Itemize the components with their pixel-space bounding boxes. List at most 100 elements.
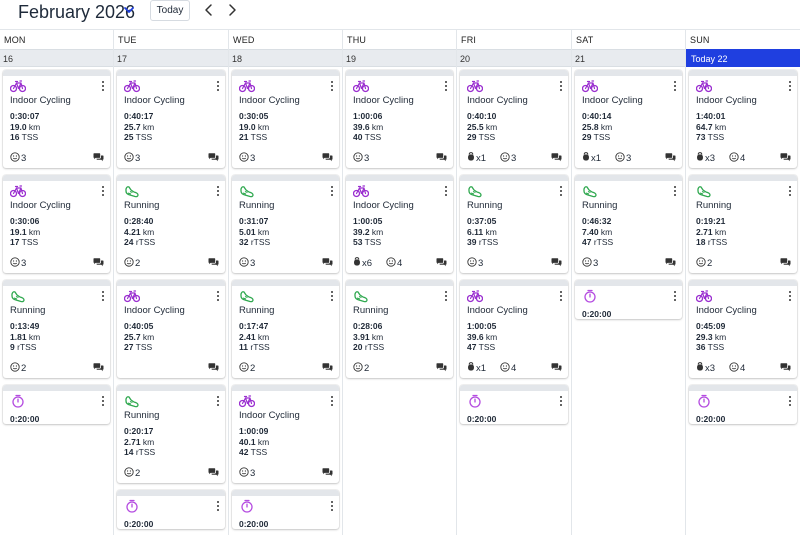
kebab-menu-icon[interactable] — [216, 81, 220, 91]
workout-title[interactable]: Indoor Cycling — [696, 95, 757, 106]
workout-title[interactable]: Running — [582, 200, 618, 211]
workout-title[interactable]: Running — [124, 410, 160, 421]
feel-rating[interactable]: 2 — [353, 361, 369, 374]
timer-card[interactable]: 0:20:00 — [3, 385, 110, 424]
kebab-menu-icon[interactable] — [559, 396, 563, 406]
kebab-menu-icon[interactable] — [673, 291, 677, 301]
feel-rating[interactable]: 2 — [124, 256, 140, 269]
kebab-menu-icon[interactable] — [216, 501, 220, 511]
workout-title[interactable]: Indoor Cycling — [124, 305, 185, 316]
workout-title[interactable]: Running — [124, 200, 160, 211]
workout-title[interactable]: Indoor Cycling — [582, 95, 643, 106]
feel-rating[interactable]: 4 — [500, 361, 516, 374]
workout-card[interactable]: Indoor Cycling 0:45:09 29.3 km 36 TSS x3 4 — [689, 280, 797, 378]
kebab-menu-icon[interactable] — [101, 396, 105, 406]
kebab-menu-icon[interactable] — [330, 81, 334, 91]
kebab-menu-icon[interactable] — [788, 291, 792, 301]
workout-title[interactable]: Running — [239, 305, 275, 316]
feel-rating[interactable]: 2 — [10, 361, 26, 374]
kebab-menu-icon[interactable] — [330, 501, 334, 511]
workout-card[interactable]: Indoor Cycling 1:00:05 39.6 km 47 TSS x1 4 — [460, 280, 568, 378]
kebab-menu-icon[interactable] — [559, 291, 563, 301]
feel-rating[interactable]: 2 — [124, 466, 140, 479]
workout-title[interactable]: Indoor Cycling — [467, 305, 528, 316]
workout-card[interactable]: Indoor Cycling 0:30:05 19.0 km 21 TSS 3 — [232, 70, 339, 168]
workout-card[interactable]: Indoor Cycling 1:00:05 39.2 km 53 TSS x6 4 — [346, 175, 453, 273]
kebab-menu-icon[interactable] — [216, 186, 220, 196]
today-date-bar[interactable]: Today 22 — [686, 49, 800, 67]
workout-title[interactable]: Indoor Cycling — [239, 95, 300, 106]
workout-title[interactable]: Running — [467, 200, 503, 211]
workout-title[interactable]: Indoor Cycling — [239, 410, 300, 421]
feel-rating[interactable]: 3 — [582, 256, 598, 269]
workout-card[interactable]: Running 0:13:49 1.81 km 9 rTSS 2 — [3, 280, 110, 378]
feel-rating[interactable]: 4 — [729, 361, 745, 374]
kebab-menu-icon[interactable] — [559, 186, 563, 196]
workout-title[interactable]: Running — [696, 200, 732, 211]
feel-rating[interactable]: 3 — [353, 151, 369, 164]
kebab-menu-icon[interactable] — [216, 291, 220, 301]
kebab-menu-icon[interactable] — [330, 291, 334, 301]
timer-card[interactable]: 0:20:00 — [689, 385, 797, 424]
workout-title[interactable]: Running — [239, 200, 275, 211]
workout-title[interactable]: Indoor Cycling — [10, 95, 71, 106]
timer-card[interactable]: 0:20:00 — [117, 490, 225, 529]
timer-card[interactable]: 0:20:00 — [232, 490, 339, 529]
month-title[interactable]: February 2026 — [18, 2, 136, 22]
today-button[interactable]: Today — [150, 0, 190, 21]
timer-card[interactable]: 0:20:00 — [575, 280, 682, 319]
workout-card[interactable]: Running 0:28:40 4.21 km 24 rTSS 2 — [117, 175, 225, 273]
workout-card[interactable]: Indoor Cycling 0:30:07 19.0 km 16 TSS 3 — [3, 70, 110, 168]
workout-card[interactable]: Indoor Cycling 1:00:06 39.6 km 40 TSS 3 — [346, 70, 453, 168]
feel-rating[interactable]: 2 — [239, 361, 255, 374]
date-bar[interactable]: 17 — [114, 49, 228, 67]
workout-card[interactable]: Indoor Cycling 1:40:01 64.7 km 73 TSS x3 4 — [689, 70, 797, 168]
feel-rating[interactable]: 3 — [124, 151, 140, 164]
workout-title[interactable]: Indoor Cycling — [353, 95, 414, 106]
workout-card[interactable]: Running 0:31:07 5.01 km 32 rTSS 3 — [232, 175, 339, 273]
feel-rating[interactable]: 4 — [386, 256, 402, 269]
date-bar[interactable]: 21 — [572, 49, 685, 67]
workout-title[interactable]: Indoor Cycling — [467, 95, 528, 106]
feel-rating[interactable]: 3 — [10, 151, 26, 164]
date-bar[interactable]: 20 — [457, 49, 571, 67]
kebab-menu-icon[interactable] — [101, 81, 105, 91]
kebab-menu-icon[interactable] — [673, 81, 677, 91]
kebab-menu-icon[interactable] — [330, 396, 334, 406]
workout-title[interactable]: Indoor Cycling — [696, 305, 757, 316]
kebab-menu-icon[interactable] — [444, 81, 448, 91]
workout-card[interactable]: Indoor Cycling 0:40:10 25.5 km 29 TSS x1 3 — [460, 70, 568, 168]
kebab-menu-icon[interactable] — [444, 186, 448, 196]
kebab-menu-icon[interactable] — [788, 396, 792, 406]
kebab-menu-icon[interactable] — [101, 291, 105, 301]
kebab-menu-icon[interactable] — [444, 291, 448, 301]
workout-card[interactable]: Indoor Cycling 1:00:09 40.1 km 42 TSS 3 — [232, 385, 339, 483]
chevron-left-icon[interactable] — [202, 3, 216, 17]
kebab-menu-icon[interactable] — [330, 186, 334, 196]
workout-card[interactable]: Indoor Cycling 0:40:05 25.7 km 27 TSS — [117, 280, 225, 378]
kebab-menu-icon[interactable] — [559, 81, 563, 91]
workout-card[interactable]: Running 0:37:05 6.11 km 39 rTSS 3 — [460, 175, 568, 273]
feel-rating[interactable]: 3 — [239, 256, 255, 269]
date-bar[interactable]: 16 — [0, 49, 113, 67]
feel-rating[interactable]: 4 — [729, 151, 745, 164]
workout-card[interactable]: Running 0:20:17 2.71 km 14 rTSS 2 — [117, 385, 225, 483]
kebab-menu-icon[interactable] — [673, 186, 677, 196]
feel-rating[interactable]: 3 — [239, 466, 255, 479]
feel-rating[interactable]: 3 — [10, 256, 26, 269]
kebab-menu-icon[interactable] — [216, 396, 220, 406]
feel-rating[interactable]: 3 — [500, 151, 516, 164]
kebab-menu-icon[interactable] — [788, 186, 792, 196]
kebab-menu-icon[interactable] — [101, 186, 105, 196]
kebab-menu-icon[interactable] — [788, 81, 792, 91]
feel-rating[interactable]: 3 — [615, 151, 631, 164]
date-bar[interactable]: 18 — [229, 49, 342, 67]
workout-title[interactable]: Indoor Cycling — [124, 95, 185, 106]
workout-title[interactable]: Indoor Cycling — [10, 200, 71, 211]
workout-card[interactable]: Indoor Cycling 0:40:17 25.7 km 25 TSS 3 — [117, 70, 225, 168]
workout-title[interactable]: Indoor Cycling — [353, 200, 414, 211]
workout-card[interactable]: Indoor Cycling 0:30:06 19.1 km 17 TSS 3 — [3, 175, 110, 273]
chevron-down-icon[interactable] — [122, 3, 136, 17]
workout-card[interactable]: Running 0:17:47 2.41 km 11 rTSS 2 — [232, 280, 339, 378]
workout-title[interactable]: Running — [10, 305, 46, 316]
